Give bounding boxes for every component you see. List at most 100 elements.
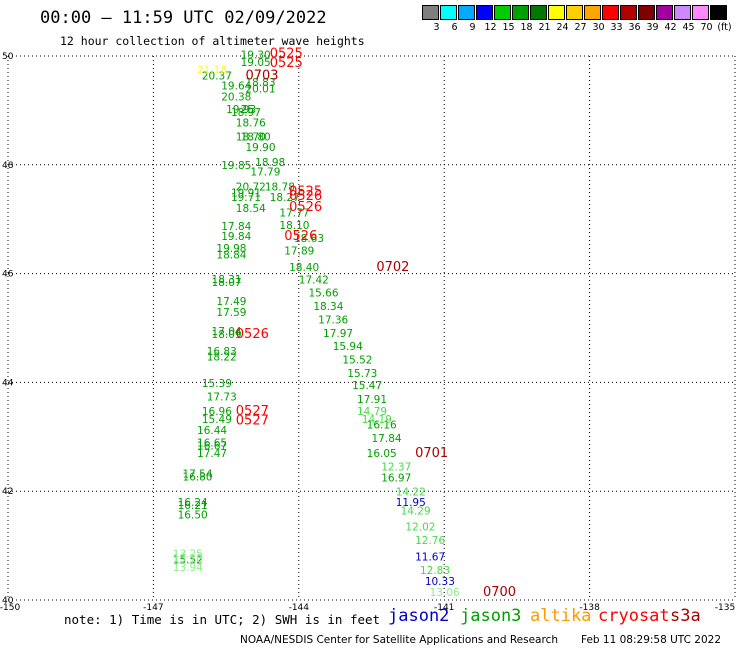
data-point-label: 16.80 (182, 471, 212, 483)
data-point-label: 18.70 (236, 131, 266, 143)
data-point-label: 17.79 (250, 167, 280, 179)
data-point-label: 16.97 (381, 472, 411, 484)
credit-line: NOAA/NESDIS Center for Satellite Applica… (240, 634, 558, 646)
data-point-label: 19.93 (226, 104, 256, 116)
data-point-label: 17.84 (372, 433, 402, 445)
x-tick-label: -135 (715, 603, 735, 613)
data-point-label: 17.36 (318, 315, 348, 327)
legend-swatch (656, 5, 673, 20)
data-point-label: 20.01 (245, 83, 275, 95)
satellite-cryosat: cryosat (598, 606, 670, 626)
generated-timestamp: Feb 11 08:29:58 UTC 2022 (581, 634, 721, 646)
legend-tick-label: 45 (682, 22, 695, 33)
data-point-label: 18.54 (236, 203, 266, 215)
legend-tick-label: 33 (610, 22, 623, 33)
data-point-label: 25 (241, 104, 254, 116)
data-point-label: 0526 (284, 229, 317, 244)
y-tick-label: 50 (2, 52, 14, 62)
legend-tick-label: 6 (451, 22, 458, 33)
data-point-label: 17.54 (182, 469, 212, 481)
legend-swatch (530, 5, 547, 20)
x-tick-label: -144 (289, 603, 310, 613)
data-point-label: 19.98 (216, 243, 246, 255)
data-point-label: 17.84 (221, 221, 251, 233)
data-point-label: 20.72 (236, 181, 266, 193)
satellite-jason2: jason2 (388, 606, 450, 626)
data-point-label: 14.22 (396, 487, 426, 499)
data-point-label: 15.94 (333, 341, 363, 353)
legend-swatch (620, 5, 637, 20)
data-point-label: 0701 (415, 446, 448, 461)
data-point-label: 18.10 (279, 220, 309, 232)
legend-tick-label: 42 (664, 22, 677, 33)
data-point-label: 0525 (270, 56, 303, 71)
data-point-label: 0526 (236, 327, 269, 342)
data-point-label: 18.76 (236, 118, 266, 130)
data-point-label: 19.84 (221, 231, 251, 243)
data-point-label: 19.90 (245, 142, 275, 154)
y-tick-label: 44 (2, 378, 14, 388)
data-point-label: 15.49 (202, 414, 232, 426)
legend-swatch (440, 5, 457, 20)
legend-swatch (602, 5, 619, 20)
y-tick-label: 48 (2, 161, 14, 171)
legend-swatch (494, 5, 511, 20)
y-tick-label: 40 (2, 596, 14, 606)
data-point-label: 18.07 (212, 277, 242, 289)
data-point-label: 15.73 (347, 368, 377, 380)
data-point-label: 17.97 (323, 328, 353, 340)
data-point-label: 16.16 (367, 420, 397, 432)
data-point-label: 13.06 (430, 587, 460, 599)
data-point-label: 18.80 (241, 131, 271, 143)
legend-tick-label: 9 (469, 22, 476, 33)
data-point-label: 17.49 (216, 296, 246, 308)
data-point-label: 15.66 (308, 287, 338, 299)
data-point-label: 15.47 (352, 380, 382, 392)
legend-swatch (692, 5, 709, 20)
data-point-label: 19.91 (231, 187, 261, 199)
legend-tick-label: 12 (484, 22, 497, 33)
data-point-label: 0525 (270, 47, 303, 62)
satellite-jason3: jason3 (460, 606, 522, 626)
data-point-label: 10.33 (425, 576, 455, 588)
data-point-label: 17.73 (207, 391, 237, 403)
data-point-label: 17.91 (357, 394, 387, 406)
data-point-label: 17.04 (212, 326, 242, 338)
data-point-label: 15.39 (202, 378, 232, 390)
data-point-label: 16.83 (207, 346, 237, 358)
legend-tick-label: 39 (646, 22, 659, 33)
data-point-label: 18.27 (270, 192, 300, 204)
legend-tick-label: 15 (502, 22, 515, 33)
data-point-label: 17.59 (216, 307, 246, 319)
data-point-label: 17.47 (197, 448, 227, 460)
legend-swatch (638, 5, 655, 20)
data-point-label: 18.78 (265, 181, 295, 193)
y-tick-label: 46 (2, 270, 14, 280)
data-point-label: 16.96 (202, 406, 232, 418)
legend-tick-label: 36 (628, 22, 641, 33)
data-point-label: 0526 (289, 200, 322, 215)
data-point-label: 11.95 (396, 497, 426, 509)
data-point-label: 18.83 (245, 77, 275, 89)
data-point-label: 20.37 (202, 70, 232, 82)
footer-note: note: 1) Time is in UTC; 2) SWH is in fe… (64, 612, 381, 627)
data-point-label: 18.40 (289, 262, 319, 274)
data-point-label: 18.97 (231, 107, 261, 119)
legend-swatch (584, 5, 601, 20)
data-point-label: 11.67 (415, 551, 445, 563)
data-point-label: 19.64 (221, 81, 251, 93)
data-point-label: 16.05 (367, 448, 397, 460)
x-tick-label: -150 (0, 603, 20, 613)
data-point-label: 12.02 (405, 521, 435, 533)
data-point-label: 18.98 (255, 157, 285, 169)
legend-swatch (548, 5, 565, 20)
data-point-label: 21.18 (197, 64, 227, 76)
data-point-label: 16.44 (197, 425, 227, 437)
legend-tick-label: (ft) (717, 22, 732, 33)
data-point-label: 12.76 (415, 535, 445, 547)
data-point-label: 19.85 (221, 160, 251, 172)
legend-swatch (458, 5, 475, 20)
legend-swatch (512, 5, 529, 20)
legend-tick-label: 24 (556, 22, 569, 33)
